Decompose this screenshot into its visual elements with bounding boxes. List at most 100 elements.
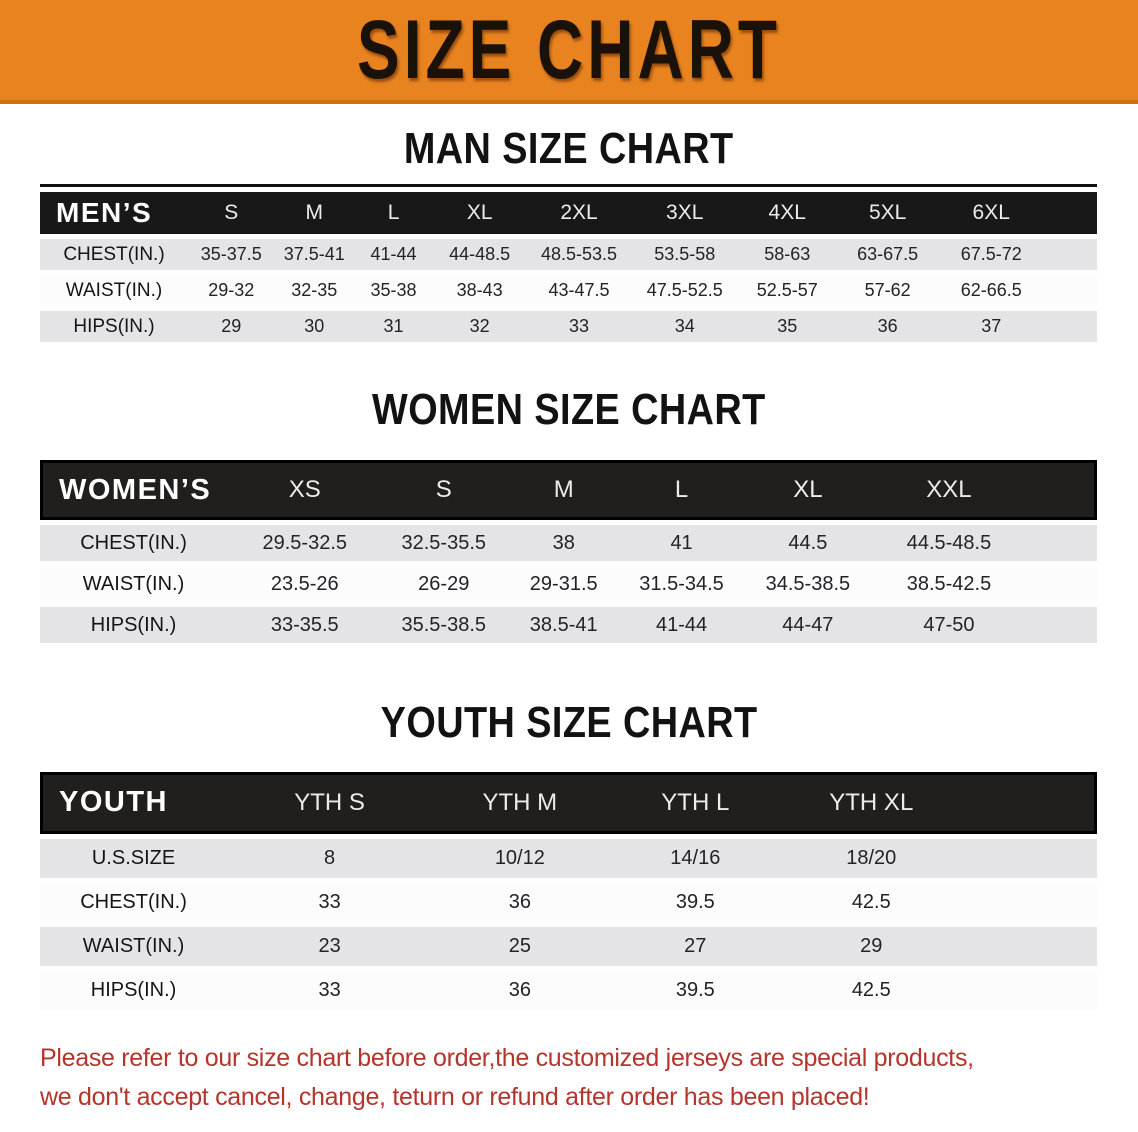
table-cell: 32.5-35.5 [382, 525, 506, 562]
cell-spacer [959, 926, 1097, 966]
table-cell: 41-44 [353, 239, 434, 271]
table-cell: 8 [227, 838, 433, 878]
table-cell: 35.5-38.5 [382, 607, 506, 644]
table-cell: 33-35.5 [227, 607, 383, 644]
table-cell: 48.5-53.5 [526, 239, 632, 271]
table-cell: 29-32 [187, 275, 275, 307]
table-cell: 62-66.5 [938, 275, 1045, 307]
table-cell: 47-50 [874, 607, 1023, 644]
row-label: WAIST(IN.) [40, 566, 228, 603]
youth-header-row: YOUTH YTH S YTH M YTH L YTH XL [40, 771, 1097, 834]
table-cell: 27 [607, 926, 784, 966]
disclaimer-line-2: we don't accept cancel, change, teturn o… [40, 1083, 870, 1112]
column-header: XXL [874, 460, 1023, 521]
table-cell: 39.5 [607, 882, 784, 922]
row-label: CHEST(IN.) [40, 882, 228, 922]
table-cell: 63-67.5 [836, 239, 939, 271]
disclaimer-line-1: Please refer to our size chart before or… [40, 1043, 974, 1072]
table-cell: 39.5 [607, 970, 784, 1010]
cell-spacer [1044, 275, 1097, 307]
table-cell: 44.5-48.5 [874, 525, 1023, 562]
table-cell: 10/12 [432, 838, 608, 878]
table-row: WAIST(IN.) 23 25 27 29 [40, 926, 1097, 966]
table-cell: 41-44 [622, 607, 741, 644]
cell-spacer [959, 970, 1097, 1010]
table-cell: 35-37.5 [187, 239, 275, 271]
table-cell: 41 [622, 525, 741, 562]
table-cell: 29 [187, 311, 275, 343]
table-cell: 36 [432, 970, 608, 1010]
womens-table-label: WOMEN’S [40, 460, 228, 521]
column-header: 5XL [836, 192, 939, 235]
row-label: CHEST(IN.) [40, 239, 188, 271]
table-row: HIPS(IN.) 29 30 31 32 33 34 35 36 37 [40, 311, 1097, 343]
table-row: WAIST(IN.) 23.5-26 26-29 29-31.5 31.5-34… [40, 566, 1097, 603]
column-header: S [187, 192, 275, 235]
mens-table-label: MEN’S [40, 192, 188, 235]
table-cell: 26-29 [382, 566, 506, 603]
row-label: WAIST(IN.) [40, 926, 228, 966]
table-cell: 43-47.5 [526, 275, 632, 307]
table-cell: 47.5-52.5 [631, 275, 738, 307]
table-cell: 58-63 [737, 239, 837, 271]
table-cell: 67.5-72 [938, 239, 1045, 271]
table-cell: 36 [836, 311, 939, 343]
column-header: YTH L [607, 771, 784, 834]
table-cell: 37.5-41 [274, 239, 354, 271]
table-row: HIPS(IN.) 33 36 39.5 42.5 [40, 970, 1097, 1010]
table-cell: 37 [938, 311, 1045, 343]
column-header: XL [740, 460, 875, 521]
row-label: U.S.SIZE [40, 838, 228, 878]
row-label: WAIST(IN.) [40, 275, 188, 307]
column-header: L [353, 192, 434, 235]
table-cell: 42.5 [783, 882, 960, 922]
row-label: HIPS(IN.) [40, 311, 188, 343]
row-label: HIPS(IN.) [40, 607, 228, 644]
table-cell: 33 [526, 311, 632, 343]
table-cell: 29 [783, 926, 960, 966]
table-cell: 35 [737, 311, 837, 343]
table-cell: 44-47 [740, 607, 875, 644]
table-cell: 57-62 [836, 275, 939, 307]
womens-size-table: WOMEN’S XS S M L XL XXL CHEST(IN.) 29.5-… [40, 455, 1097, 648]
table-cell: 38-43 [433, 275, 527, 307]
table-cell: 23 [227, 926, 433, 966]
table-cell: 31.5-34.5 [622, 566, 741, 603]
table-cell: 14/16 [607, 838, 784, 878]
cell-spacer [959, 882, 1097, 922]
table-cell: 33 [227, 970, 433, 1010]
header-spacer [1044, 192, 1097, 235]
table-cell: 34.5-38.5 [740, 566, 875, 603]
man-section-heading: MAN SIZE CHART [404, 124, 734, 173]
table-cell: 38.5-41 [505, 607, 623, 644]
cell-spacer [1022, 525, 1097, 562]
disclaimer-text: Please refer to our size chart before or… [40, 1039, 1138, 1118]
mens-table-topline [40, 184, 1097, 188]
table-cell: 44.5 [740, 525, 875, 562]
table-cell: 38.5-42.5 [874, 566, 1023, 603]
column-header: 6XL [938, 192, 1045, 235]
table-cell: 42.5 [783, 970, 960, 1010]
table-cell: 53.5-58 [631, 239, 738, 271]
table-cell: 52.5-57 [737, 275, 837, 307]
mens-header-row: MEN’S S M L XL 2XL 3XL 4XL 5XL 6XL [40, 192, 1097, 235]
row-label: CHEST(IN.) [40, 525, 228, 562]
table-row: CHEST(IN.) 29.5-32.5 32.5-35.5 38 41 44.… [40, 525, 1097, 562]
page-title: SIZE CHART [357, 3, 781, 96]
table-cell: 32-35 [274, 275, 354, 307]
table-row: HIPS(IN.) 33-35.5 35.5-38.5 38.5-41 41-4… [40, 607, 1097, 644]
table-cell: 31 [353, 311, 434, 343]
table-row: CHEST(IN.) 35-37.5 37.5-41 41-44 44-48.5… [40, 239, 1097, 271]
table-cell: 38 [505, 525, 623, 562]
cell-spacer [1022, 607, 1097, 644]
cell-spacer [959, 838, 1097, 878]
table-cell: 36 [432, 882, 608, 922]
cell-spacer [1022, 566, 1097, 603]
women-section-heading: WOMEN SIZE CHART [372, 385, 766, 435]
row-label: HIPS(IN.) [40, 970, 228, 1010]
table-cell: 32 [433, 311, 527, 343]
column-header: 3XL [631, 192, 738, 235]
table-cell: 34 [631, 311, 738, 343]
table-row: U.S.SIZE 8 10/12 14/16 18/20 [40, 838, 1097, 878]
table-cell: 30 [274, 311, 354, 343]
